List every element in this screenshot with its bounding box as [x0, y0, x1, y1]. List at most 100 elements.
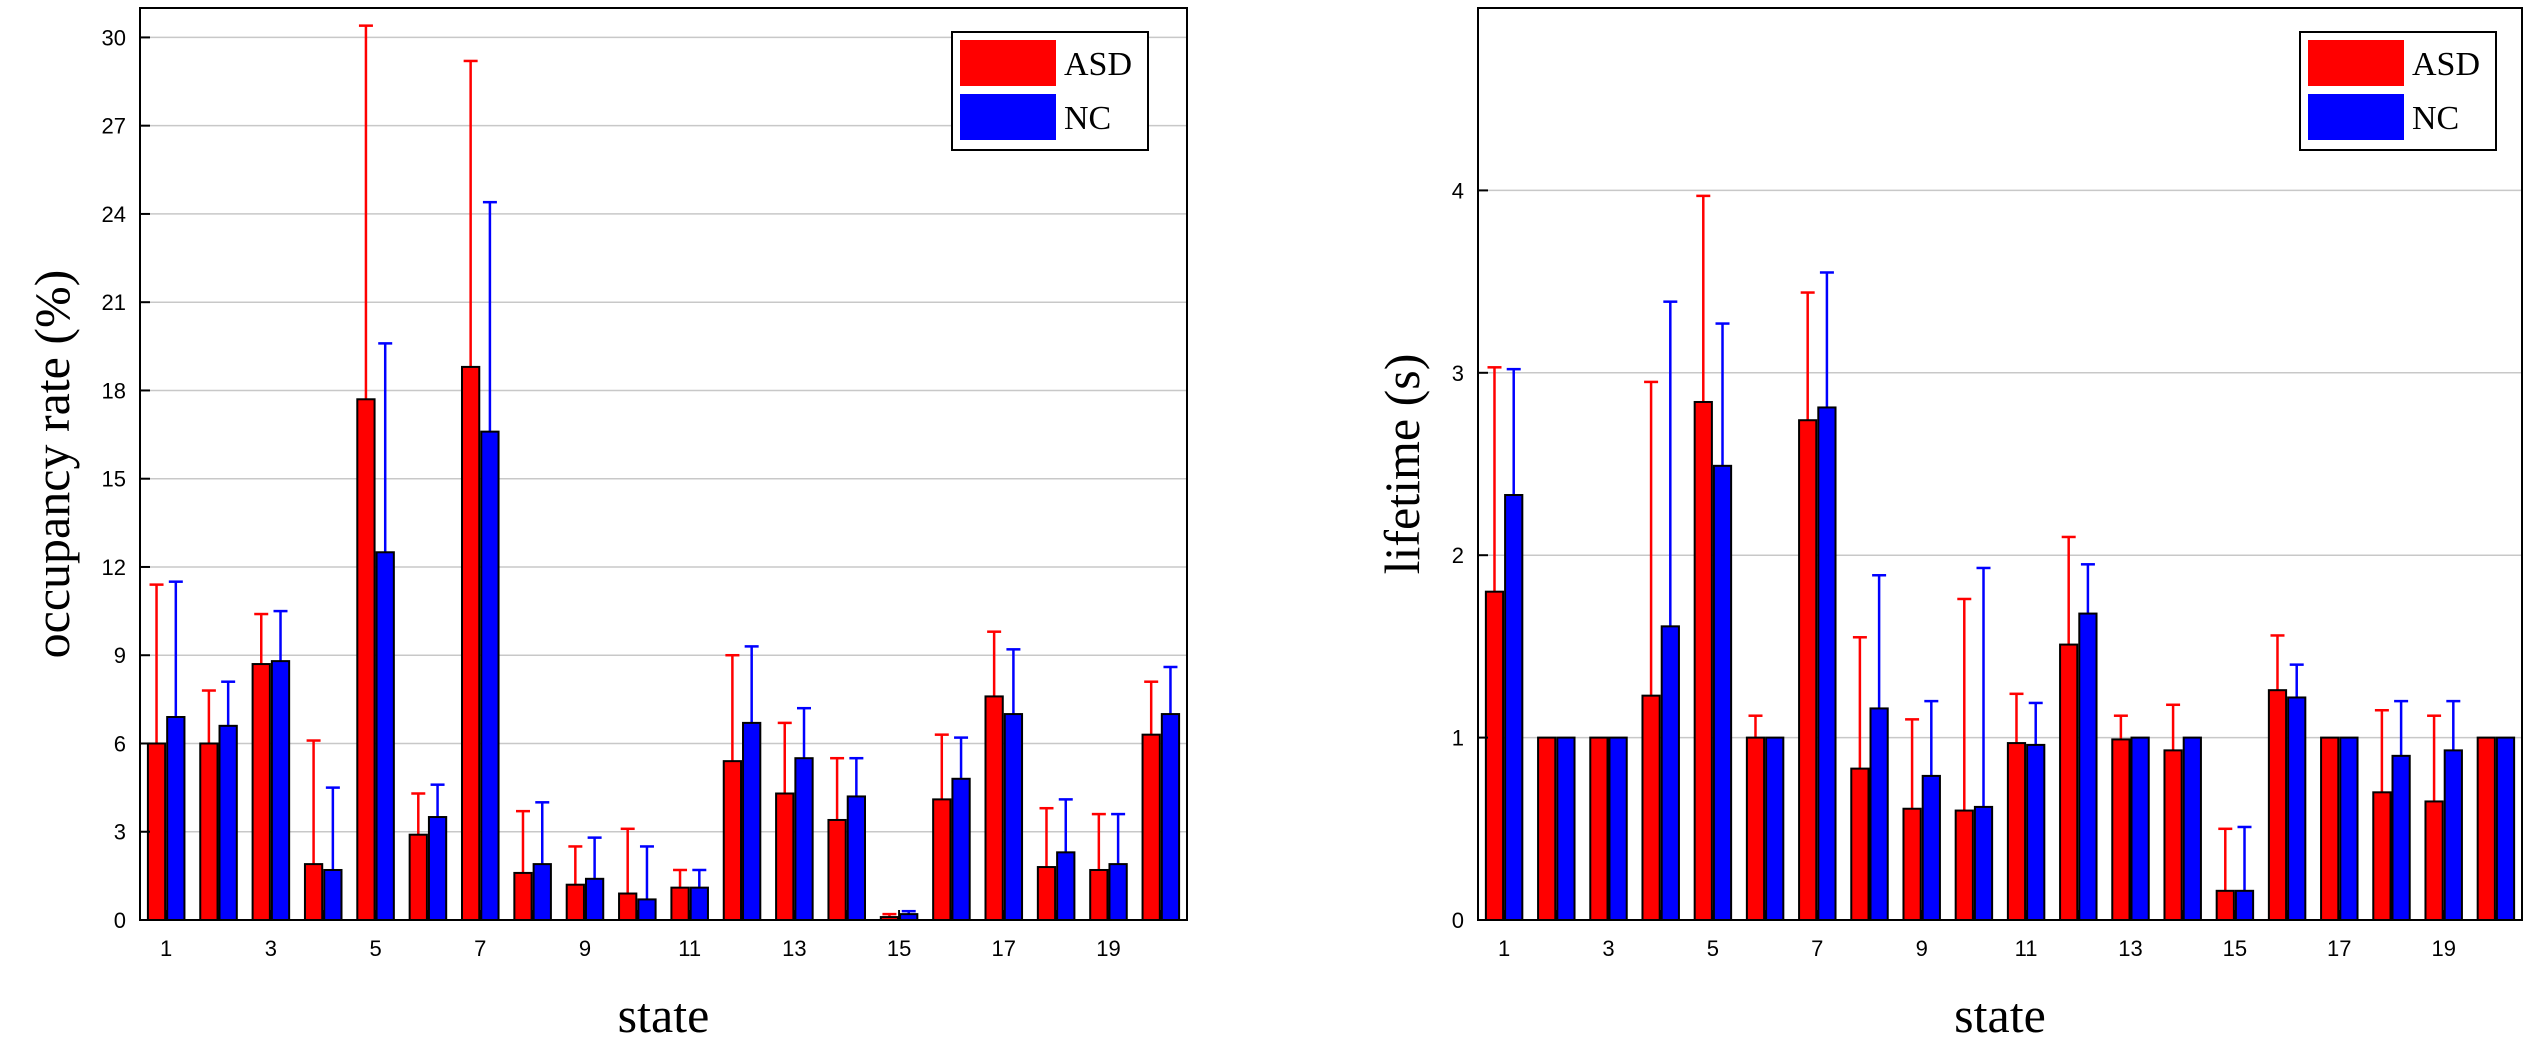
legend-swatch-nc — [960, 94, 1056, 140]
asd-bar — [146, 742, 167, 922]
asd-bar — [1954, 809, 1974, 921]
y-tick-label: 15 — [102, 467, 126, 492]
asd-bar — [1850, 767, 1870, 921]
x-tick-label: 19 — [1096, 936, 1120, 961]
asd-bar — [251, 663, 271, 922]
x-tick-label: 1 — [1498, 936, 1510, 961]
lifetime-legend: ASD NC — [2299, 31, 2497, 151]
asd-bar — [408, 833, 428, 922]
lifetime-plot-frame — [1477, 7, 2523, 921]
occupancy-plot-frame — [139, 7, 1188, 921]
y-tick-label: 0 — [114, 908, 126, 933]
occupancy-y-ticks: 0 3 6 9 12 15 18 21 24 27 30 — [102, 25, 150, 933]
lifetime-grid — [1478, 189, 2522, 739]
nc-bar — [1608, 736, 1628, 921]
x-tick-label: 7 — [1811, 936, 1823, 961]
asd-bar — [1641, 694, 1661, 922]
asd-bar — [2215, 889, 2235, 921]
occupancy-x-axis-label: state — [618, 987, 710, 1043]
asd-bar — [1537, 736, 1557, 921]
nc-bar — [1108, 863, 1128, 921]
x-tick-label: 5 — [369, 936, 381, 961]
lifetime-bars — [1484, 194, 2516, 922]
nc-bar — [1921, 774, 1941, 921]
asd-bar — [775, 792, 795, 921]
nc-bar — [2391, 754, 2411, 922]
asd-bar — [2372, 791, 2392, 922]
x-tick-label: 11 — [678, 936, 701, 961]
asd-bar — [1589, 736, 1609, 921]
nc-bar — [846, 795, 867, 922]
y-tick-label: 1 — [1452, 726, 1464, 751]
y-tick-label: 3 — [114, 820, 126, 845]
legend-label-nc: NC — [2412, 100, 2459, 137]
y-tick-label: 4 — [1452, 178, 1464, 203]
nc-bar — [375, 551, 395, 921]
lifetime-x-ticks: 1 3 5 7 9 11 13 15 17 19 — [1498, 910, 2497, 961]
nc-bar — [1660, 625, 1680, 921]
nc-bar — [689, 886, 709, 922]
nc-bar — [1973, 805, 1994, 921]
occupancy-grid — [140, 36, 1187, 833]
y-tick-label: 0 — [1452, 908, 1464, 933]
lifetime-y-axis-label: lifetime (s) — [1374, 354, 1430, 575]
nc-bar — [2078, 612, 2098, 921]
occupancy-legend: ASD NC — [951, 31, 1149, 151]
nc-bar — [1556, 736, 1576, 921]
occupancy-y-axis-label: occupancy rate (%) — [24, 270, 80, 659]
nc-bar — [218, 724, 238, 922]
y-tick-label: 27 — [102, 114, 126, 139]
asd-bar — [565, 883, 585, 922]
nc-bar — [2339, 736, 2359, 921]
asd-bar — [2111, 738, 2131, 922]
occupancy-x-ticks: 1 3 5 7 9 11 13 15 17 19 — [160, 910, 1162, 961]
legend-swatch-asd — [2308, 40, 2404, 86]
nc-bar — [1869, 707, 1889, 922]
nc-bar — [532, 863, 552, 921]
asd-bar — [2424, 800, 2444, 921]
x-tick-label: 9 — [579, 936, 591, 961]
asd-bar — [460, 365, 481, 921]
nc-bar — [2495, 736, 2516, 921]
asd-bar — [2059, 643, 2079, 921]
x-tick-label: 17 — [2327, 936, 2351, 961]
y-tick-label: 6 — [114, 731, 126, 756]
y-tick-label: 18 — [102, 378, 126, 403]
nc-bar — [1817, 406, 1837, 921]
x-tick-label: 13 — [782, 936, 806, 961]
x-tick-label: 7 — [474, 936, 486, 961]
x-tick-label: 3 — [265, 936, 277, 961]
x-tick-label: 5 — [1707, 936, 1719, 961]
asd-bar — [1089, 868, 1109, 922]
nc-bar — [742, 721, 762, 921]
nc-bar — [1504, 494, 1524, 921]
x-tick-label: 3 — [1602, 936, 1614, 961]
asd-bar — [1902, 807, 1922, 922]
nc-bar — [1765, 736, 1785, 921]
nc-bar — [1003, 713, 1024, 921]
asd-bar — [2320, 736, 2340, 921]
legend-label-nc: NC — [1064, 100, 1111, 137]
asd-bar — [513, 871, 533, 921]
occupancy-bars — [146, 24, 1181, 922]
nc-bar — [1160, 713, 1181, 921]
x-tick-label: 15 — [2223, 936, 2247, 961]
y-tick-label: 2 — [1452, 543, 1464, 568]
asd-bar — [722, 760, 743, 922]
asd-bar — [303, 863, 324, 921]
nc-bar — [2130, 736, 2150, 921]
asd-bar — [1036, 866, 1057, 922]
nc-bar — [2234, 889, 2255, 921]
nc-bar — [270, 660, 291, 921]
asd-bar — [356, 398, 376, 921]
nc-bar — [2287, 696, 2307, 921]
nc-bar — [2182, 736, 2202, 921]
asd-bar — [2476, 736, 2496, 921]
y-tick-label: 30 — [102, 25, 126, 50]
asd-bar — [2163, 749, 2183, 921]
lifetime-x-axis-label: state — [1954, 987, 2046, 1043]
asd-bar — [199, 742, 219, 922]
nc-bar — [1056, 851, 1076, 922]
asd-bar — [1798, 419, 1818, 921]
